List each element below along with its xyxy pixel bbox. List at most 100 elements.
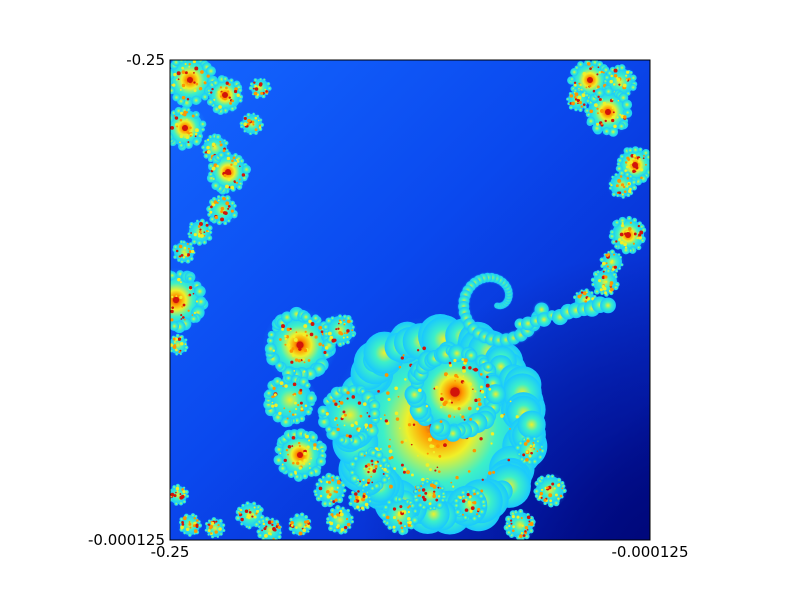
fractal-dot <box>306 445 310 449</box>
fractal-dot <box>379 464 382 468</box>
fractal-dot <box>298 444 301 448</box>
fractal-dot <box>588 71 592 75</box>
fractal-bud <box>148 303 156 311</box>
fractal-dot <box>620 183 625 187</box>
fractal-dot <box>596 73 599 76</box>
fractal-dot <box>281 463 284 466</box>
fractal-dot <box>623 242 627 247</box>
fractal-bud <box>568 105 574 110</box>
fractal-dot <box>225 81 229 85</box>
fractal-bud <box>264 516 270 523</box>
fractal-dot <box>525 457 529 462</box>
fractal-dot <box>217 199 220 202</box>
fractal-dot <box>185 527 190 532</box>
fractal-dot <box>529 521 534 526</box>
fractal-dot <box>193 88 197 92</box>
fractal-bud <box>543 501 547 506</box>
fractal-dot <box>627 182 630 185</box>
fractal-dot <box>577 102 579 105</box>
fractal-dot <box>477 402 482 407</box>
fractal-dot <box>507 458 511 462</box>
fractal-dot <box>279 452 282 455</box>
fractal-bud <box>173 255 177 259</box>
fractal-dot <box>167 296 170 299</box>
fractal-dot <box>343 332 346 335</box>
fractal-dot <box>336 486 339 489</box>
fractal-dot <box>522 453 526 457</box>
fractal-dot <box>253 506 256 509</box>
fractal-dot <box>640 176 643 180</box>
fractal-core <box>297 452 303 458</box>
fractal-dot <box>213 200 218 204</box>
fractal-dot <box>293 338 298 342</box>
fractal-dot <box>533 447 536 450</box>
fractal-bud <box>175 333 180 338</box>
fractal-bud <box>278 531 282 535</box>
fractal-dot <box>188 65 191 68</box>
fractal-dot <box>604 291 608 295</box>
fractal-dot <box>206 150 211 154</box>
fractal-bud <box>184 345 189 350</box>
fractal-bud <box>208 171 214 177</box>
fractal-bud <box>340 493 345 498</box>
fractal-core <box>222 92 228 98</box>
fractal-dot <box>307 359 311 362</box>
fractal-dot <box>417 388 422 393</box>
fractal-dot <box>440 392 443 395</box>
fractal-dot <box>343 525 348 530</box>
fractal-dot <box>346 391 350 395</box>
fractal-dot <box>254 116 258 120</box>
spiral-bud <box>600 297 616 314</box>
fractal-dot <box>220 217 225 222</box>
fractal-dot <box>235 158 239 161</box>
fractal-dot <box>189 126 192 129</box>
fractal-dot <box>227 207 230 210</box>
fractal-dot <box>287 445 292 449</box>
fractal-bud <box>425 479 430 484</box>
fractal-dot <box>195 128 199 133</box>
fractal-dot <box>207 529 211 533</box>
fractal-lobe <box>536 476 564 504</box>
fractal-bud <box>145 305 158 318</box>
fractal-bud <box>291 530 296 535</box>
fractal-dot <box>195 519 199 522</box>
fractal-bud <box>197 523 203 528</box>
fractal-bud <box>531 458 538 465</box>
fractal-dot <box>282 385 285 388</box>
fractal-bud <box>566 97 570 101</box>
fractal-dot <box>571 101 575 106</box>
fractal-dot <box>610 74 614 78</box>
fractal-dot <box>254 128 258 132</box>
fractal-bud <box>628 174 633 179</box>
fractal-dot <box>490 442 493 445</box>
fractal-bud <box>345 339 350 345</box>
fractal-dot <box>585 86 588 89</box>
fractal-dot <box>412 423 416 426</box>
fractal-bud <box>513 510 518 515</box>
fractal-bud <box>337 341 343 347</box>
fractal-bud <box>603 74 611 81</box>
fractal-dot <box>325 412 329 416</box>
fractal-bud <box>346 508 351 513</box>
fractal-dot <box>411 473 414 477</box>
fractal-bud <box>611 239 617 245</box>
fractal-bud <box>631 184 638 191</box>
fractal-dot <box>543 498 547 502</box>
fractal-dot <box>163 278 166 281</box>
fractal-dot <box>302 332 307 337</box>
fractal-dot <box>464 508 469 512</box>
fractal-dot <box>613 68 618 73</box>
fractal-dot <box>472 448 477 453</box>
fractal-dot <box>582 103 586 106</box>
fractal-dot <box>610 184 613 187</box>
fractal-dot <box>194 132 198 136</box>
fractal-bud <box>207 533 210 536</box>
fractal-bud <box>326 517 330 521</box>
fractal-dot <box>457 397 461 401</box>
fractal-bud <box>161 272 168 279</box>
fractal-dot <box>331 478 335 482</box>
fractal-dot <box>172 345 177 349</box>
fractal-dot <box>606 265 609 268</box>
fractal-bud <box>483 362 494 372</box>
fractal-bud <box>190 513 196 518</box>
